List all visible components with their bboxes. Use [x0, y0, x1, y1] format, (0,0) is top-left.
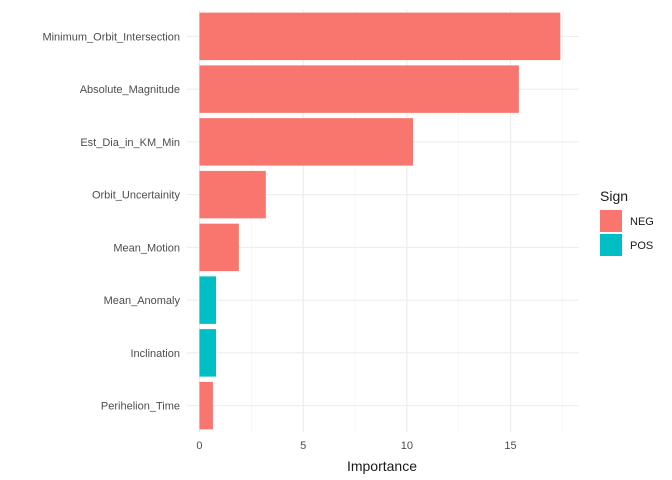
y-tick-label: Mean_Motion [113, 242, 180, 254]
x-tick-label: 0 [196, 440, 202, 452]
y-tick-label: Minimum_Orbit_Intersection [42, 31, 180, 43]
x-axis-tick-labels: 0 5 10 15 [196, 440, 516, 452]
legend-title: Sign [600, 188, 628, 204]
y-tick-label: Mean_Anomaly [104, 295, 181, 307]
bar-inclination [199, 329, 217, 377]
legend-label-neg: NEG [630, 216, 654, 228]
y-tick-label: Inclination [130, 348, 180, 360]
bar-minimum-orbit-intersection [199, 12, 561, 61]
bars [199, 12, 561, 430]
y-tick-label: Orbit_Uncertainity [92, 190, 181, 202]
legend-items: NEG POS [600, 210, 654, 256]
legend-key-pos [600, 234, 622, 256]
y-tick-label: Perihelion_Time [101, 401, 180, 413]
bar-perihelion-time [199, 381, 213, 430]
x-tick-label: 5 [300, 440, 306, 452]
bar-est-dia-in-km-min [199, 118, 414, 166]
bar-mean-motion [199, 223, 239, 272]
x-tick-label: 15 [504, 440, 516, 452]
y-axis-labels: Minimum_Orbit_Intersection Absolute_Magni… [42, 31, 180, 412]
legend-label-pos: POS [630, 240, 653, 252]
bar-absolute-magnitude [199, 65, 519, 113]
bar-mean-anomaly [199, 276, 217, 324]
y-tick-label: Est_Dia_in_KM_Min [80, 137, 180, 149]
y-tick-label: Absolute_Magnitude [80, 84, 180, 96]
legend-key-neg [600, 210, 622, 232]
x-axis-title: Importance [347, 458, 417, 474]
legend: Sign NEG POS [600, 188, 654, 256]
bar-orbit-uncertainity [199, 170, 266, 219]
x-tick-label: 10 [401, 440, 413, 452]
